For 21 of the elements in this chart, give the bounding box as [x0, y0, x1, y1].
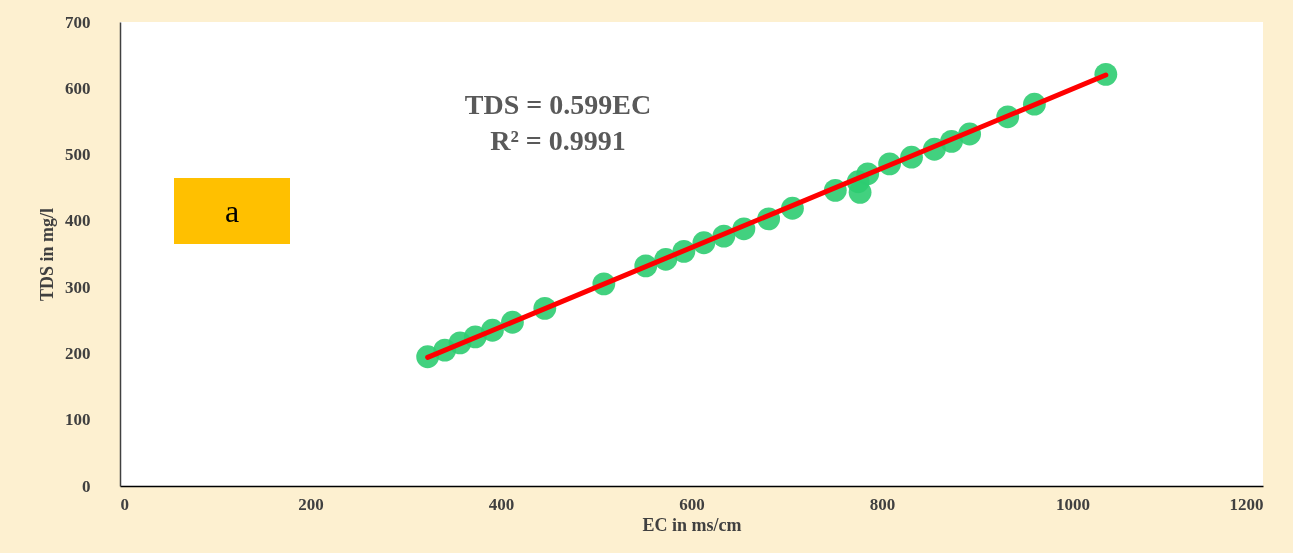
y-tick-label: 200 [65, 343, 91, 363]
y-axis-title: TDS in mg/l [37, 207, 57, 302]
point [848, 180, 872, 204]
y-tick-label: 700 [65, 12, 91, 32]
x-axis-title: EC in ms/cm [642, 514, 742, 535]
x-tick-label: 800 [869, 494, 896, 514]
y-tick-label: 500 [65, 145, 91, 165]
y-tick-label: 100 [65, 410, 91, 430]
annotation: TDS = 0.599EC [464, 89, 652, 120]
annotation: R² = 0.9991 [490, 125, 626, 156]
x-tick-label: 1000 [1056, 494, 1090, 514]
y-tick-label: 300 [65, 277, 91, 297]
y-tick-label: 0 [82, 476, 91, 496]
annotation: a [174, 178, 290, 244]
y-tick-label: 400 [65, 211, 91, 231]
x-tick-label: 200 [298, 494, 324, 514]
x-tick-label: 1200 [1229, 494, 1264, 514]
x-tick-label: 600 [679, 494, 705, 514]
x-tick-label: 400 [488, 494, 515, 514]
x-tick-label: 0 [120, 494, 129, 514]
y-tick-label: 600 [65, 78, 91, 98]
